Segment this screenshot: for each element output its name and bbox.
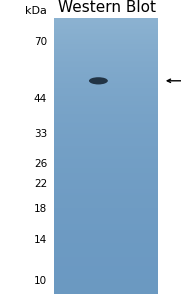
Text: 22: 22 — [34, 179, 47, 189]
Text: 10: 10 — [34, 276, 47, 286]
Text: 18: 18 — [34, 204, 47, 214]
Text: 70: 70 — [34, 37, 47, 47]
Text: Western Blot: Western Blot — [58, 0, 156, 15]
Ellipse shape — [89, 77, 108, 85]
Text: 14: 14 — [34, 235, 47, 245]
Text: 33: 33 — [34, 129, 47, 139]
Text: 26: 26 — [34, 159, 47, 169]
Text: 44: 44 — [34, 94, 47, 104]
Text: kDa: kDa — [25, 7, 47, 16]
